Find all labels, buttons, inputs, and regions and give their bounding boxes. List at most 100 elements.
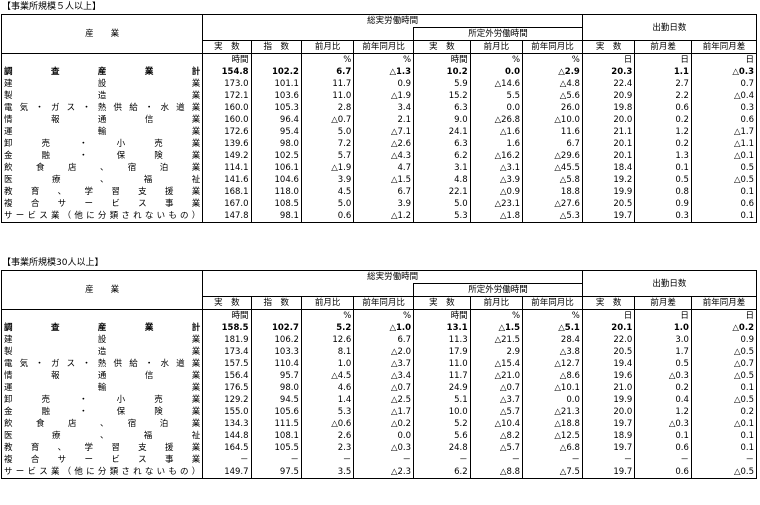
- value-cell: 4.8: [413, 174, 471, 186]
- value-cell: 3.1: [413, 162, 471, 174]
- industry-name: 飲 食 店 、 宿 泊 業: [0, 418, 204, 430]
- days-yoy-diff-header: 前年同月差: [691, 296, 758, 310]
- value-cell: 3.5: [301, 466, 355, 479]
- value-cell: 0.1: [691, 430, 758, 442]
- value-cell: 10.2: [413, 66, 471, 78]
- industry-name: 医 療 、 福 祉: [0, 430, 204, 442]
- value-cell: 0.5: [691, 162, 758, 174]
- value-cell: 6.7: [522, 138, 583, 150]
- unit-label: %: [470, 309, 524, 322]
- value-cell: 0.6: [691, 198, 758, 210]
- value-cell: 20.1: [582, 150, 636, 162]
- value-cell: △5.1: [522, 322, 583, 334]
- overtime-yoy-header: 前年同月比: [522, 296, 583, 310]
- value-cell: 20.1: [582, 322, 636, 334]
- value-cell: 0.2: [634, 382, 692, 394]
- unit-label: 日: [582, 53, 636, 66]
- value-cell: △1.9: [301, 162, 355, 174]
- value-cell: △8.8: [470, 466, 524, 479]
- value-cell: △5.8: [522, 174, 583, 186]
- table-row: 飲 食 店 、 宿 泊 業 134.3 111.5 △0.6 △0.2 5.2 △10.4 △…: [0, 418, 758, 430]
- value-cell: 0.1: [691, 186, 758, 198]
- value-cell: △1.7: [691, 126, 758, 138]
- days-yoy-diff-header: 前年同月差: [691, 40, 758, 54]
- unit-label: 日: [582, 309, 636, 322]
- value-cell: 20.1: [582, 138, 636, 150]
- unit-label: 日: [691, 309, 758, 322]
- attendance-days-group-header: 出勤日数: [582, 14, 758, 41]
- value-cell: 0.0: [470, 102, 524, 114]
- value-cell: 2.3: [301, 442, 355, 454]
- value-cell: 19.7: [582, 210, 636, 223]
- value-cell: △3.9: [470, 174, 524, 186]
- value-cell: 0.6: [634, 102, 692, 114]
- value-cell: 11.6: [522, 126, 583, 138]
- value-cell: 0.5: [634, 174, 692, 186]
- value-cell: 3.4: [353, 102, 415, 114]
- value-cell: 147.8: [202, 210, 252, 223]
- value-cell: －: [353, 454, 415, 466]
- value-cell: 19.8: [582, 102, 636, 114]
- table-row: 製 造 業 173.4 103.3 8.1 △2.0 17.9 2.9 △3.8 20.5 1.7…: [0, 346, 758, 358]
- value-cell: 11.0: [413, 358, 471, 370]
- value-cell: 97.5: [251, 466, 302, 479]
- value-cell: 8.1: [301, 346, 355, 358]
- value-cell: 105.6: [251, 406, 302, 418]
- value-cell: 24.8: [413, 442, 471, 454]
- value-cell: 108.5: [251, 198, 302, 210]
- value-cell: 2.9: [470, 346, 524, 358]
- value-cell: 105.3: [251, 102, 302, 114]
- value-cell: △0.7: [691, 358, 758, 370]
- value-cell: 108.1: [251, 430, 302, 442]
- value-cell: △1.6: [470, 126, 524, 138]
- value-cell: 7.2: [301, 138, 355, 150]
- industry-name: 運 輸 業: [0, 126, 204, 138]
- value-cell: △8.2: [470, 430, 524, 442]
- value-cell: 9.0: [413, 114, 471, 126]
- industry-name: 情 報 通 信 業: [0, 370, 204, 382]
- table-row: 建 設 業 173.0 101.1 11.7 0.9 5.9 △14.6 △4.8 22.4 2.…: [0, 78, 758, 90]
- value-cell: 1.2: [634, 406, 692, 418]
- industry-name: 卸 売 ・ 小 売 業: [0, 394, 204, 406]
- value-cell: 11.7: [301, 78, 355, 90]
- value-cell: 1.4: [301, 394, 355, 406]
- value-cell: △0.5: [691, 370, 758, 382]
- value-cell: △2.5: [353, 394, 415, 406]
- days-mom-diff-header: 前月差: [634, 296, 692, 310]
- yoy-header: 前年同月比: [353, 40, 415, 54]
- value-cell: △0.5: [691, 174, 758, 186]
- value-cell: 6.3: [413, 102, 471, 114]
- value-cell: 19.2: [582, 174, 636, 186]
- value-cell: 103.6: [251, 90, 302, 102]
- value-cell: △0.2: [353, 418, 415, 430]
- index-header: 指 数: [251, 40, 302, 54]
- value-cell: 105.5: [251, 442, 302, 454]
- value-cell: －: [582, 454, 636, 466]
- overtime-mom-header: 前月比: [470, 40, 524, 54]
- value-cell: 129.2: [202, 394, 252, 406]
- value-cell: 13.1: [413, 322, 471, 334]
- industry-name: 情 報 通 信 業: [0, 114, 204, 126]
- table-row: 飲 食 店 、 宿 泊 業 114.1 106.1 △1.9 4.7 3.1 △3.1 △45…: [0, 162, 758, 174]
- value-cell: △10.1: [522, 382, 583, 394]
- value-cell: 118.0: [251, 186, 302, 198]
- value-cell: －: [251, 454, 302, 466]
- overtime-actual-header: 実 数: [413, 296, 471, 310]
- value-cell: 28.4: [522, 334, 583, 346]
- value-cell: 1.2: [634, 126, 692, 138]
- unit-label: 日: [634, 53, 692, 66]
- value-cell: △0.7: [301, 114, 355, 126]
- industry-name: 電気・ガス・熱供給・水道業: [0, 358, 204, 370]
- value-cell: 106.2: [251, 334, 302, 346]
- value-cell: 6.7: [301, 66, 355, 78]
- table-caption: 【事業所規模30人以上】: [2, 258, 104, 268]
- value-cell: 0.7: [691, 78, 758, 90]
- value-cell: △0.6: [301, 418, 355, 430]
- value-cell: △1.5: [470, 322, 524, 334]
- value-cell: 19.4: [582, 358, 636, 370]
- value-cell: △4.8: [522, 78, 583, 90]
- unit-label: %: [353, 309, 415, 322]
- value-cell: 110.4: [251, 358, 302, 370]
- table-row: 複合サービス事業－－－－－－－－－－: [0, 454, 758, 466]
- table-row: 運 輸 業 176.5 98.0 4.6 △0.7 24.9 △0.7 △10.1 21.0 0.…: [0, 382, 758, 394]
